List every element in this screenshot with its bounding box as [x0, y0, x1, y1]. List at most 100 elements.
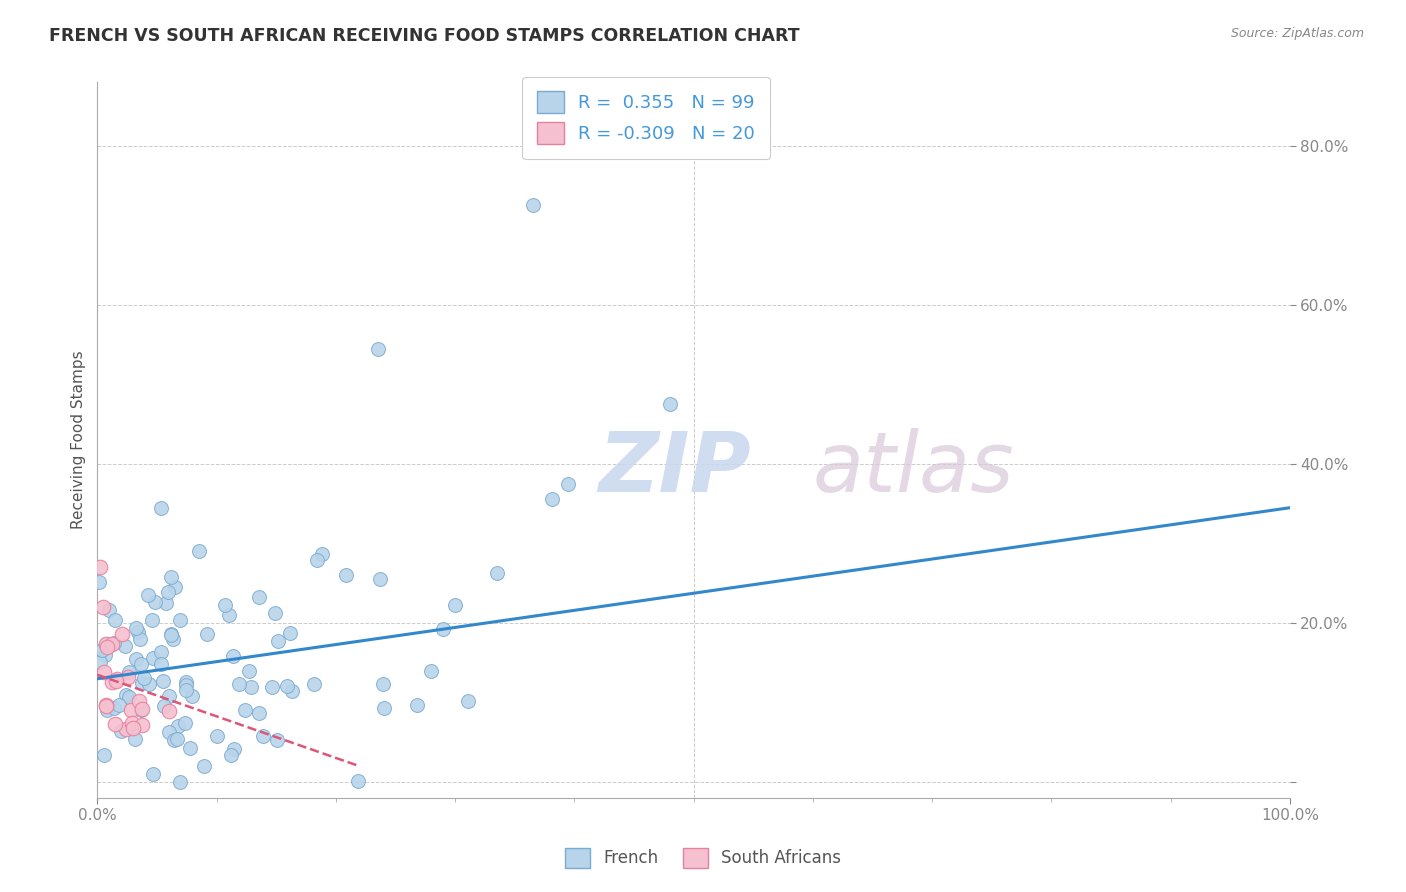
Point	[104, 613, 127, 627]
Point	[266, 733, 288, 747]
Point	[162, 632, 184, 647]
Point	[118, 690, 141, 704]
Point	[346, 773, 368, 788]
Point	[260, 681, 283, 695]
Point	[233, 703, 256, 717]
Point	[305, 553, 328, 567]
Point	[131, 702, 153, 716]
Point	[94, 648, 117, 662]
Point	[169, 613, 191, 627]
Point	[239, 680, 262, 694]
Point	[117, 665, 139, 679]
Point	[101, 674, 124, 689]
Point	[557, 476, 579, 491]
Text: atlas: atlas	[813, 428, 1015, 509]
Point	[193, 759, 215, 773]
Point	[166, 732, 188, 747]
Point	[124, 732, 146, 747]
Point	[91, 600, 114, 615]
Point	[169, 775, 191, 789]
Point	[127, 624, 149, 639]
Point	[96, 640, 118, 655]
Point	[247, 706, 270, 720]
Point	[96, 698, 118, 712]
Point	[214, 599, 236, 613]
Point	[157, 705, 180, 719]
Text: Source: ZipAtlas.com: Source: ZipAtlas.com	[1230, 27, 1364, 40]
Point	[131, 703, 153, 717]
Point	[160, 627, 183, 641]
Point	[486, 566, 509, 580]
Point	[221, 747, 243, 762]
Point	[105, 674, 128, 689]
Point	[104, 717, 127, 731]
Point	[405, 698, 427, 713]
Point	[218, 607, 240, 622]
Point	[93, 665, 115, 679]
Point	[195, 627, 218, 641]
Point	[101, 637, 124, 651]
Point	[157, 724, 180, 739]
Point	[115, 722, 138, 736]
Point	[122, 721, 145, 735]
Point	[142, 650, 165, 665]
Point	[276, 679, 298, 693]
Point	[141, 613, 163, 627]
Point	[150, 501, 173, 516]
Point	[89, 655, 111, 669]
Point	[228, 677, 250, 691]
Point	[111, 627, 134, 641]
Point	[174, 674, 197, 689]
Point	[141, 766, 163, 780]
Point	[160, 628, 183, 642]
Point	[522, 198, 544, 212]
Point	[96, 703, 118, 717]
Point	[335, 568, 357, 582]
Point	[238, 664, 260, 678]
Point	[136, 588, 159, 602]
Point	[264, 606, 287, 620]
Point	[280, 683, 302, 698]
Point	[224, 742, 246, 756]
Point	[125, 652, 148, 666]
Point	[110, 724, 132, 739]
Point	[128, 694, 150, 708]
Point	[187, 543, 209, 558]
Y-axis label: Receiving Food Stamps: Receiving Food Stamps	[72, 351, 86, 530]
Point	[103, 636, 125, 650]
Point	[134, 671, 156, 685]
Point	[131, 676, 153, 690]
Point	[163, 580, 186, 594]
Point	[368, 572, 391, 586]
Point	[541, 492, 564, 507]
Point	[138, 677, 160, 691]
Point	[105, 672, 128, 686]
Point	[174, 682, 197, 697]
Point	[121, 715, 143, 730]
Point	[162, 732, 184, 747]
Point	[87, 574, 110, 589]
Legend: R =  0.355   N = 99, R = -0.309   N = 20: R = 0.355 N = 99, R = -0.309 N = 20	[523, 77, 769, 159]
Point	[131, 718, 153, 732]
Point	[93, 747, 115, 762]
Point	[181, 689, 204, 703]
Point	[152, 674, 174, 689]
Point	[432, 622, 454, 636]
Legend: French, South Africans: French, South Africans	[558, 841, 848, 875]
Text: ZIP: ZIP	[598, 428, 751, 509]
Point	[103, 701, 125, 715]
Point	[155, 596, 177, 610]
Point	[252, 729, 274, 743]
Point	[222, 648, 245, 663]
Point	[658, 397, 681, 411]
Point	[278, 625, 301, 640]
Point	[373, 677, 395, 691]
Point	[304, 677, 326, 691]
Point	[174, 678, 197, 692]
Point	[420, 664, 443, 678]
Point	[373, 700, 395, 714]
Point	[120, 703, 142, 717]
Point	[143, 595, 166, 609]
Point	[125, 621, 148, 635]
Point	[267, 633, 290, 648]
